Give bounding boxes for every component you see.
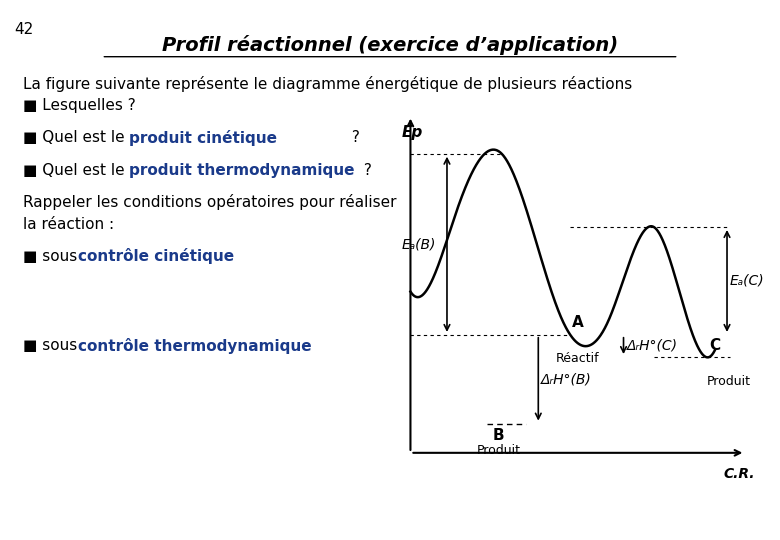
Text: Rappeler les conditions opératoires pour réaliser: Rappeler les conditions opératoires pour… xyxy=(23,194,397,211)
Text: B: B xyxy=(493,428,505,443)
Text: A: A xyxy=(572,315,583,330)
Text: ■ sous: ■ sous xyxy=(23,338,83,353)
Text: ΔᵣH°(B): ΔᵣH°(B) xyxy=(541,372,592,386)
Text: Profil réactionnel (exercice d’application): Profil réactionnel (exercice d’applicati… xyxy=(162,35,618,55)
Text: ?: ? xyxy=(359,163,372,178)
Text: Produit: Produit xyxy=(707,375,751,388)
Text: Eₐ(C): Eₐ(C) xyxy=(730,274,764,288)
Text: Réactif: Réactif xyxy=(556,353,600,366)
Text: Ep: Ep xyxy=(402,125,423,139)
Text: ■ Lesquelles ?: ■ Lesquelles ? xyxy=(23,98,136,113)
Text: contrôle thermodynamique: contrôle thermodynamique xyxy=(78,338,312,354)
Text: produit cinétique: produit cinétique xyxy=(129,130,277,146)
Text: Produit: Produit xyxy=(477,444,521,457)
Text: ΔᵣH°(C): ΔᵣH°(C) xyxy=(626,339,678,353)
Text: C.R.: C.R. xyxy=(723,468,755,482)
Text: produit thermodynamique: produit thermodynamique xyxy=(129,163,354,178)
Text: 42: 42 xyxy=(14,22,34,37)
Text: Eₐ(B): Eₐ(B) xyxy=(402,237,436,251)
Text: La figure suivante représente le diagramme énergétique de plusieurs réactions: La figure suivante représente le diagram… xyxy=(23,76,633,92)
Text: ■ Quel est le: ■ Quel est le xyxy=(23,130,130,145)
Text: ?: ? xyxy=(347,130,360,145)
Text: ■ sous: ■ sous xyxy=(23,249,83,264)
Text: C: C xyxy=(709,338,720,353)
Text: ■ Quel est le: ■ Quel est le xyxy=(23,163,130,178)
Text: contrôle cinétique: contrôle cinétique xyxy=(78,248,234,265)
Text: la réaction :: la réaction : xyxy=(23,217,115,232)
